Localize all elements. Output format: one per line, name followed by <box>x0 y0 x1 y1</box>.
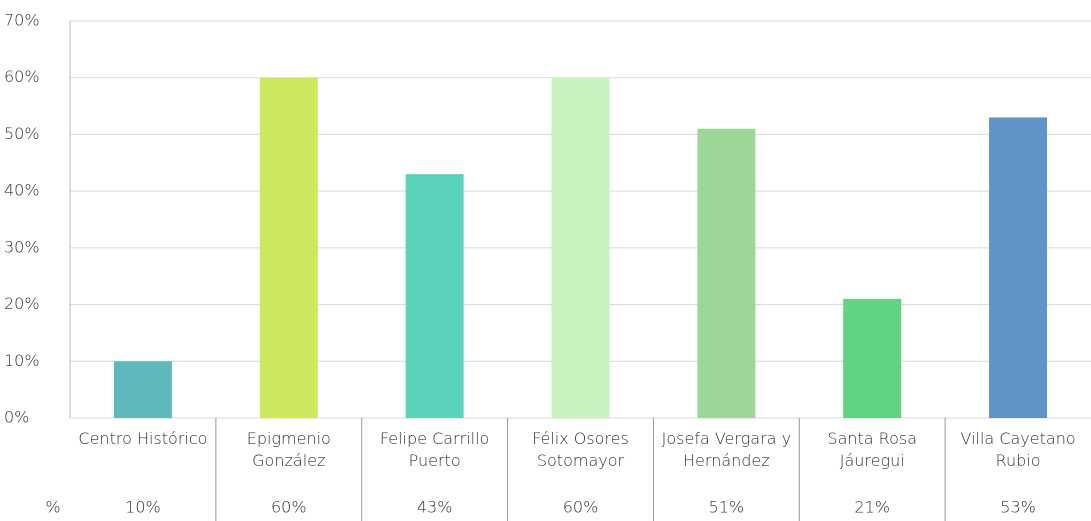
value-label: 60% <box>563 498 599 517</box>
value-label: 60% <box>271 498 307 517</box>
x-tick-label: Villa Cayetano Rubio <box>960 429 1076 470</box>
y-tick-label: 60% <box>4 67 40 86</box>
bar <box>989 117 1048 419</box>
bar <box>113 361 172 418</box>
y-tick-label: 50% <box>4 124 40 143</box>
table-row-label: % <box>45 498 60 517</box>
value-label: 10% <box>125 498 161 517</box>
bar <box>405 174 464 418</box>
value-label: 51% <box>709 498 745 517</box>
value-label: 43% <box>417 498 453 517</box>
y-tick-label: 40% <box>4 181 40 200</box>
x-tick-label: Josefa Vergara y Hernández <box>661 429 792 470</box>
bar <box>843 298 902 418</box>
y-tick-label: 10% <box>4 351 40 370</box>
value-label: 21% <box>854 498 890 517</box>
value-label: 53% <box>1000 498 1036 517</box>
x-tick-label: Epigmenio González <box>246 429 331 470</box>
x-tick-label: Centro Histórico <box>78 429 208 448</box>
x-tick-label: Félix Osores Sotomayor <box>532 429 629 470</box>
bar <box>551 77 610 418</box>
y-tick-label: 0% <box>4 408 29 427</box>
x-tick-label: Felipe Carrillo Puerto <box>379 429 490 470</box>
bar <box>259 77 318 418</box>
x-tick-label: Santa Rosa Jáuregui <box>827 429 917 470</box>
y-tick-label: 20% <box>4 294 40 313</box>
y-tick-label: 30% <box>4 237 40 256</box>
bar <box>697 128 756 418</box>
y-tick-label: 70% <box>4 11 40 30</box>
